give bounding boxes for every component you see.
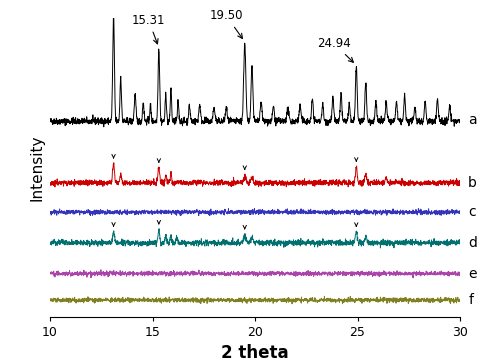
Text: 24.94: 24.94 xyxy=(317,37,354,62)
Y-axis label: Intensity: Intensity xyxy=(30,134,44,201)
Text: b: b xyxy=(468,176,477,190)
Text: 13.10: 13.10 xyxy=(0,359,1,360)
Text: c: c xyxy=(468,205,476,219)
Text: e: e xyxy=(468,266,476,280)
X-axis label: 2 theta: 2 theta xyxy=(221,345,289,360)
Text: 15.31: 15.31 xyxy=(132,14,166,44)
Text: f: f xyxy=(468,293,473,307)
Text: d: d xyxy=(468,235,477,249)
Text: 19.50: 19.50 xyxy=(210,9,243,39)
Text: a: a xyxy=(468,113,477,127)
